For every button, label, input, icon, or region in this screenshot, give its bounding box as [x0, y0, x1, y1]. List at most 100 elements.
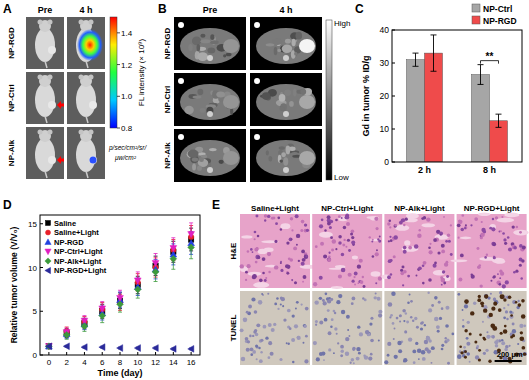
- nucleus: [313, 282, 317, 286]
- nucleus: [463, 346, 466, 349]
- nucleus: [500, 272, 504, 276]
- point: [99, 344, 105, 351]
- histology-image: [457, 291, 527, 365]
- nucleus: [341, 253, 345, 257]
- x-tick-label: 10: [133, 358, 142, 367]
- nucleus: [451, 333, 454, 336]
- tunel-positive: [478, 295, 481, 298]
- colorbar-tick: [117, 128, 120, 129]
- nucleus: [335, 248, 337, 250]
- nucleus: [486, 254, 488, 256]
- tunel-positive: [520, 331, 523, 334]
- mouse-tail: [86, 61, 88, 68]
- texture: [200, 108, 206, 113]
- y-tick-label: 30: [380, 58, 390, 68]
- nucleus: [495, 344, 499, 348]
- point: [100, 307, 105, 312]
- nucleus: [256, 323, 260, 327]
- texture: [478, 212, 490, 215]
- texture: [262, 92, 271, 100]
- row-label: NP-RGD: [7, 27, 16, 59]
- nucleus: [329, 226, 332, 229]
- nucleus: [406, 321, 409, 324]
- nucleus: [364, 355, 368, 359]
- nucleus: [407, 275, 410, 278]
- nucleus: [354, 272, 358, 276]
- nucleus: [352, 348, 355, 351]
- legend-label: NP-Ctrl+Light: [54, 247, 103, 256]
- colorbar-title: FL intensity (× 10⁹): [137, 38, 146, 106]
- image-bg: [312, 291, 382, 365]
- image-bg: [457, 214, 527, 288]
- tunel-positive: [459, 345, 462, 348]
- y-tick-label: 20: [380, 91, 390, 101]
- column-header: NP-Alk+Light: [394, 204, 445, 213]
- nucleus: [403, 250, 407, 254]
- nucleus: [359, 259, 363, 263]
- nucleus: [413, 361, 416, 364]
- tunel-positive: [500, 294, 505, 299]
- nucleus: [445, 337, 447, 339]
- nucleus: [296, 301, 299, 304]
- histology-image: [384, 291, 454, 365]
- nucleus: [400, 269, 403, 272]
- x-tick: [102, 352, 103, 355]
- nucleus: [255, 261, 258, 264]
- nucleus: [301, 250, 305, 254]
- texture: [207, 48, 215, 54]
- tunel-positive: [500, 295, 504, 299]
- nucleus: [464, 227, 466, 229]
- texture: [197, 166, 202, 171]
- texture: [421, 223, 435, 227]
- texture: [395, 225, 409, 231]
- panel-label: C: [355, 2, 364, 16]
- nucleus: [409, 294, 411, 296]
- nucleus: [424, 340, 428, 344]
- nucleus: [345, 215, 349, 219]
- nucleus: [305, 335, 308, 338]
- nucleus: [277, 308, 279, 310]
- legend-label: NP-RGD+Light: [54, 266, 107, 275]
- nucleus: [394, 235, 398, 239]
- histology-image: [312, 214, 382, 289]
- nucleus: [523, 324, 526, 327]
- nucleus: [492, 276, 495, 279]
- y-tick-label: 0: [33, 351, 38, 360]
- nucleus: [483, 352, 486, 355]
- nucleus: [254, 238, 256, 240]
- x-tick-label: 2 h: [418, 165, 431, 175]
- x-tick: [173, 352, 174, 355]
- nucleus: [416, 274, 418, 276]
- tumor: [223, 95, 239, 109]
- legend-label: NP-RGD: [483, 16, 517, 26]
- x-tick: [48, 352, 49, 355]
- nucleus: [369, 322, 372, 325]
- nucleus: [305, 307, 309, 311]
- nucleus: [304, 255, 308, 259]
- image-bg: [174, 129, 246, 182]
- nucleus: [415, 342, 418, 345]
- texture: [277, 49, 281, 52]
- tumor: [299, 151, 315, 165]
- nucleus: [264, 214, 267, 217]
- nucleus: [301, 262, 305, 266]
- texture: [300, 89, 306, 95]
- legend-marker: [45, 267, 51, 273]
- tunel-positive: [498, 308, 502, 312]
- nucleus: [313, 341, 317, 345]
- nucleus: [257, 235, 260, 238]
- mouse-ear: [38, 20, 43, 25]
- image-bg: [26, 127, 64, 179]
- nucleus: [353, 362, 355, 364]
- nucleus: [347, 239, 350, 242]
- nucleus: [292, 361, 295, 364]
- nucleus: [465, 224, 467, 226]
- texture: [296, 89, 307, 93]
- texture: [282, 45, 292, 53]
- nucleus: [507, 236, 510, 239]
- nucleus: [473, 302, 476, 305]
- texture: [479, 257, 497, 261]
- nucleus: [338, 215, 341, 218]
- texture: [450, 259, 467, 262]
- nucleus: [277, 217, 280, 220]
